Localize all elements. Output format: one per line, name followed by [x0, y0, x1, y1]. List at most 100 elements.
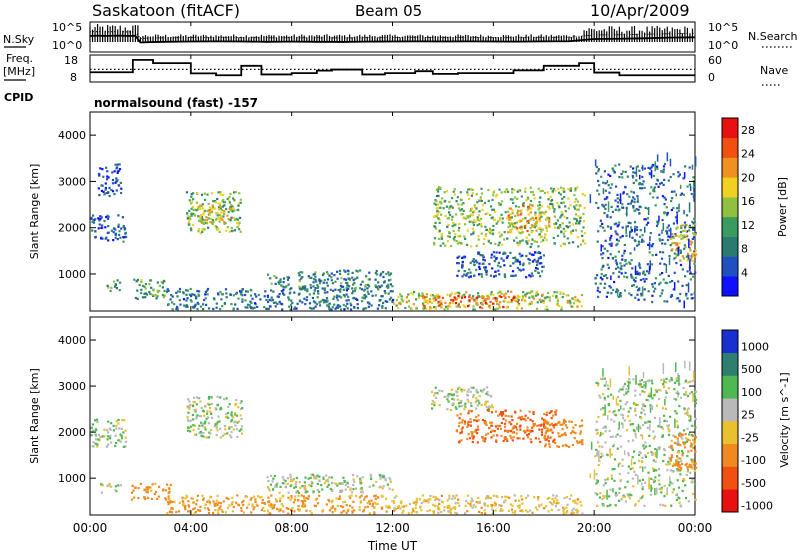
power-cell — [621, 254, 624, 257]
power-cell — [528, 252, 531, 255]
power-cell — [98, 194, 101, 197]
velocity-cell — [518, 437, 521, 440]
velocity-cell — [434, 392, 437, 395]
power-cell — [544, 210, 548, 213]
power-cell — [487, 295, 490, 298]
power-cell — [115, 287, 118, 290]
velocity-cell — [398, 504, 401, 508]
power-cell — [277, 295, 280, 298]
power-streak — [629, 231, 631, 238]
power-cell — [375, 286, 379, 289]
power-cell — [561, 213, 564, 216]
velocity-cell — [686, 454, 689, 458]
power-cell — [509, 218, 512, 221]
power-cell — [353, 282, 356, 285]
velocity-cell — [487, 393, 490, 396]
power-cell — [106, 284, 109, 287]
power-colorbar-swatch — [722, 236, 738, 257]
power-cell — [516, 228, 519, 231]
velocity-cell — [547, 421, 550, 424]
power-cell — [663, 263, 666, 266]
power-cell — [630, 190, 633, 193]
power-cell — [478, 265, 481, 268]
velocity-cell — [541, 428, 544, 431]
power-cell — [228, 230, 231, 233]
power-cell — [649, 167, 652, 170]
power-cell — [197, 206, 200, 209]
power-cell — [211, 222, 214, 226]
power-cell — [650, 166, 653, 169]
power-cell — [483, 266, 486, 269]
velocity-cell — [364, 506, 367, 509]
power-colorbar-tick: 24 — [741, 148, 755, 161]
power-cell — [429, 300, 432, 303]
velocity-cell — [628, 378, 631, 381]
power-cell — [200, 205, 203, 208]
velocity-cell — [603, 377, 606, 380]
velocity-cell — [499, 427, 503, 430]
velocity-cell — [94, 442, 97, 445]
power-cell — [397, 307, 400, 310]
velocity-cell — [471, 434, 474, 437]
power-cell — [428, 306, 432, 309]
power-cell — [642, 180, 645, 183]
power-cell — [609, 253, 612, 256]
velocity-streak — [630, 459, 633, 466]
velocity-cell — [219, 406, 222, 410]
xtick-label: 00:00 — [73, 521, 108, 535]
velocity-cell — [236, 421, 239, 424]
velocity-cell — [352, 483, 355, 486]
power-cell — [606, 225, 610, 228]
power-cell — [497, 264, 500, 267]
power-cell — [556, 234, 560, 237]
velocity-cell — [480, 512, 483, 515]
power-cell — [254, 293, 257, 296]
power-cell — [510, 290, 513, 293]
power-cell — [682, 177, 685, 180]
freq-tick-bottom: 8 — [70, 71, 77, 84]
power-cell — [645, 277, 648, 281]
power-cell — [651, 243, 655, 246]
power-cell — [455, 297, 458, 300]
date-title: 10/Apr/2009 — [590, 1, 690, 20]
power-cell — [487, 297, 490, 300]
velocity-cell — [201, 494, 204, 497]
power-cell — [453, 239, 456, 242]
velocity-cell — [282, 510, 285, 513]
power-cell — [281, 285, 284, 288]
power-cell — [338, 269, 342, 272]
velocity-cell — [602, 413, 605, 416]
velocity-cell — [647, 380, 651, 383]
power-cell — [421, 302, 425, 305]
velocity-cell — [692, 438, 695, 441]
power-streak — [688, 202, 691, 213]
power-colorbar-tick: 12 — [741, 219, 755, 232]
power-cell — [450, 292, 454, 295]
velocity-cell — [437, 511, 440, 514]
power-cell — [541, 299, 544, 302]
velocity-cell — [266, 476, 269, 479]
power-cell — [608, 285, 611, 288]
velocity-cell — [469, 420, 472, 424]
velocity-cell — [683, 443, 686, 446]
power-cell — [363, 294, 366, 297]
power-cell — [522, 218, 525, 221]
power-cell — [600, 175, 603, 178]
velocity-cell — [634, 503, 637, 506]
velocity-cell — [230, 436, 233, 439]
velocity-cell — [475, 416, 478, 419]
velocity-cell — [648, 434, 651, 437]
power-cell — [675, 227, 678, 230]
power-cell — [202, 207, 205, 210]
power-cell — [539, 190, 542, 193]
velocity-streak — [693, 371, 695, 381]
velocity-cell — [675, 377, 678, 380]
velocity-cell — [451, 402, 454, 405]
velocity-streak — [627, 381, 630, 390]
power-cell — [534, 211, 537, 214]
velocity-cell — [359, 482, 362, 485]
power-cell — [251, 307, 254, 310]
power-cell — [516, 297, 519, 300]
power-cell — [620, 268, 623, 271]
power-cell — [326, 284, 329, 287]
